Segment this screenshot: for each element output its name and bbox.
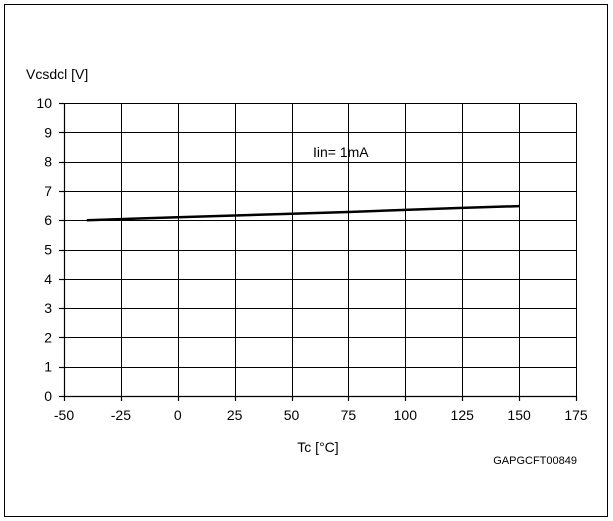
x-tick-label: -50 <box>54 407 74 423</box>
condition-annotation: Iin= 1mA <box>313 144 369 160</box>
y-tick-label: 9 <box>44 124 52 140</box>
series-line <box>86 204 520 222</box>
y-tick-label: 2 <box>44 329 52 345</box>
y-tick-label: 1 <box>44 359 52 375</box>
y-tick-label: 6 <box>44 212 52 228</box>
x-axis-label: Tc [°C] <box>297 439 338 455</box>
x-tick-label: 50 <box>284 407 300 423</box>
x-tick-label: -25 <box>111 407 131 423</box>
y-tick-label: 10 <box>36 95 52 111</box>
x-tick-label: 175 <box>564 407 588 423</box>
x-tick-label: 75 <box>341 407 357 423</box>
y-tick-label: 0 <box>44 388 52 404</box>
x-tick-label: 0 <box>174 407 182 423</box>
y-tick-label: 3 <box>44 300 52 316</box>
y-tick-label: 4 <box>44 271 52 287</box>
axes <box>59 102 578 401</box>
series-layer <box>86 204 520 222</box>
x-tick-label: 25 <box>227 407 243 423</box>
x-tick-label: 100 <box>394 407 418 423</box>
figure-code: GAPGCFT00849 <box>493 455 577 467</box>
y-tick-label: 7 <box>44 183 52 199</box>
tick-labels: 0 1 2 3 4 5 6 7 8 9 10 -50 -25 0 25 50 75 100 125 150 175 <box>36 95 587 423</box>
figure-border <box>4 4 608 517</box>
x-tick-label: 150 <box>507 407 531 423</box>
y-tick-label: 5 <box>44 242 52 258</box>
y-tick-label: 8 <box>44 154 52 170</box>
x-tick-label: 125 <box>451 407 475 423</box>
y-axis-label: Vcsdcl [V] <box>26 66 88 82</box>
